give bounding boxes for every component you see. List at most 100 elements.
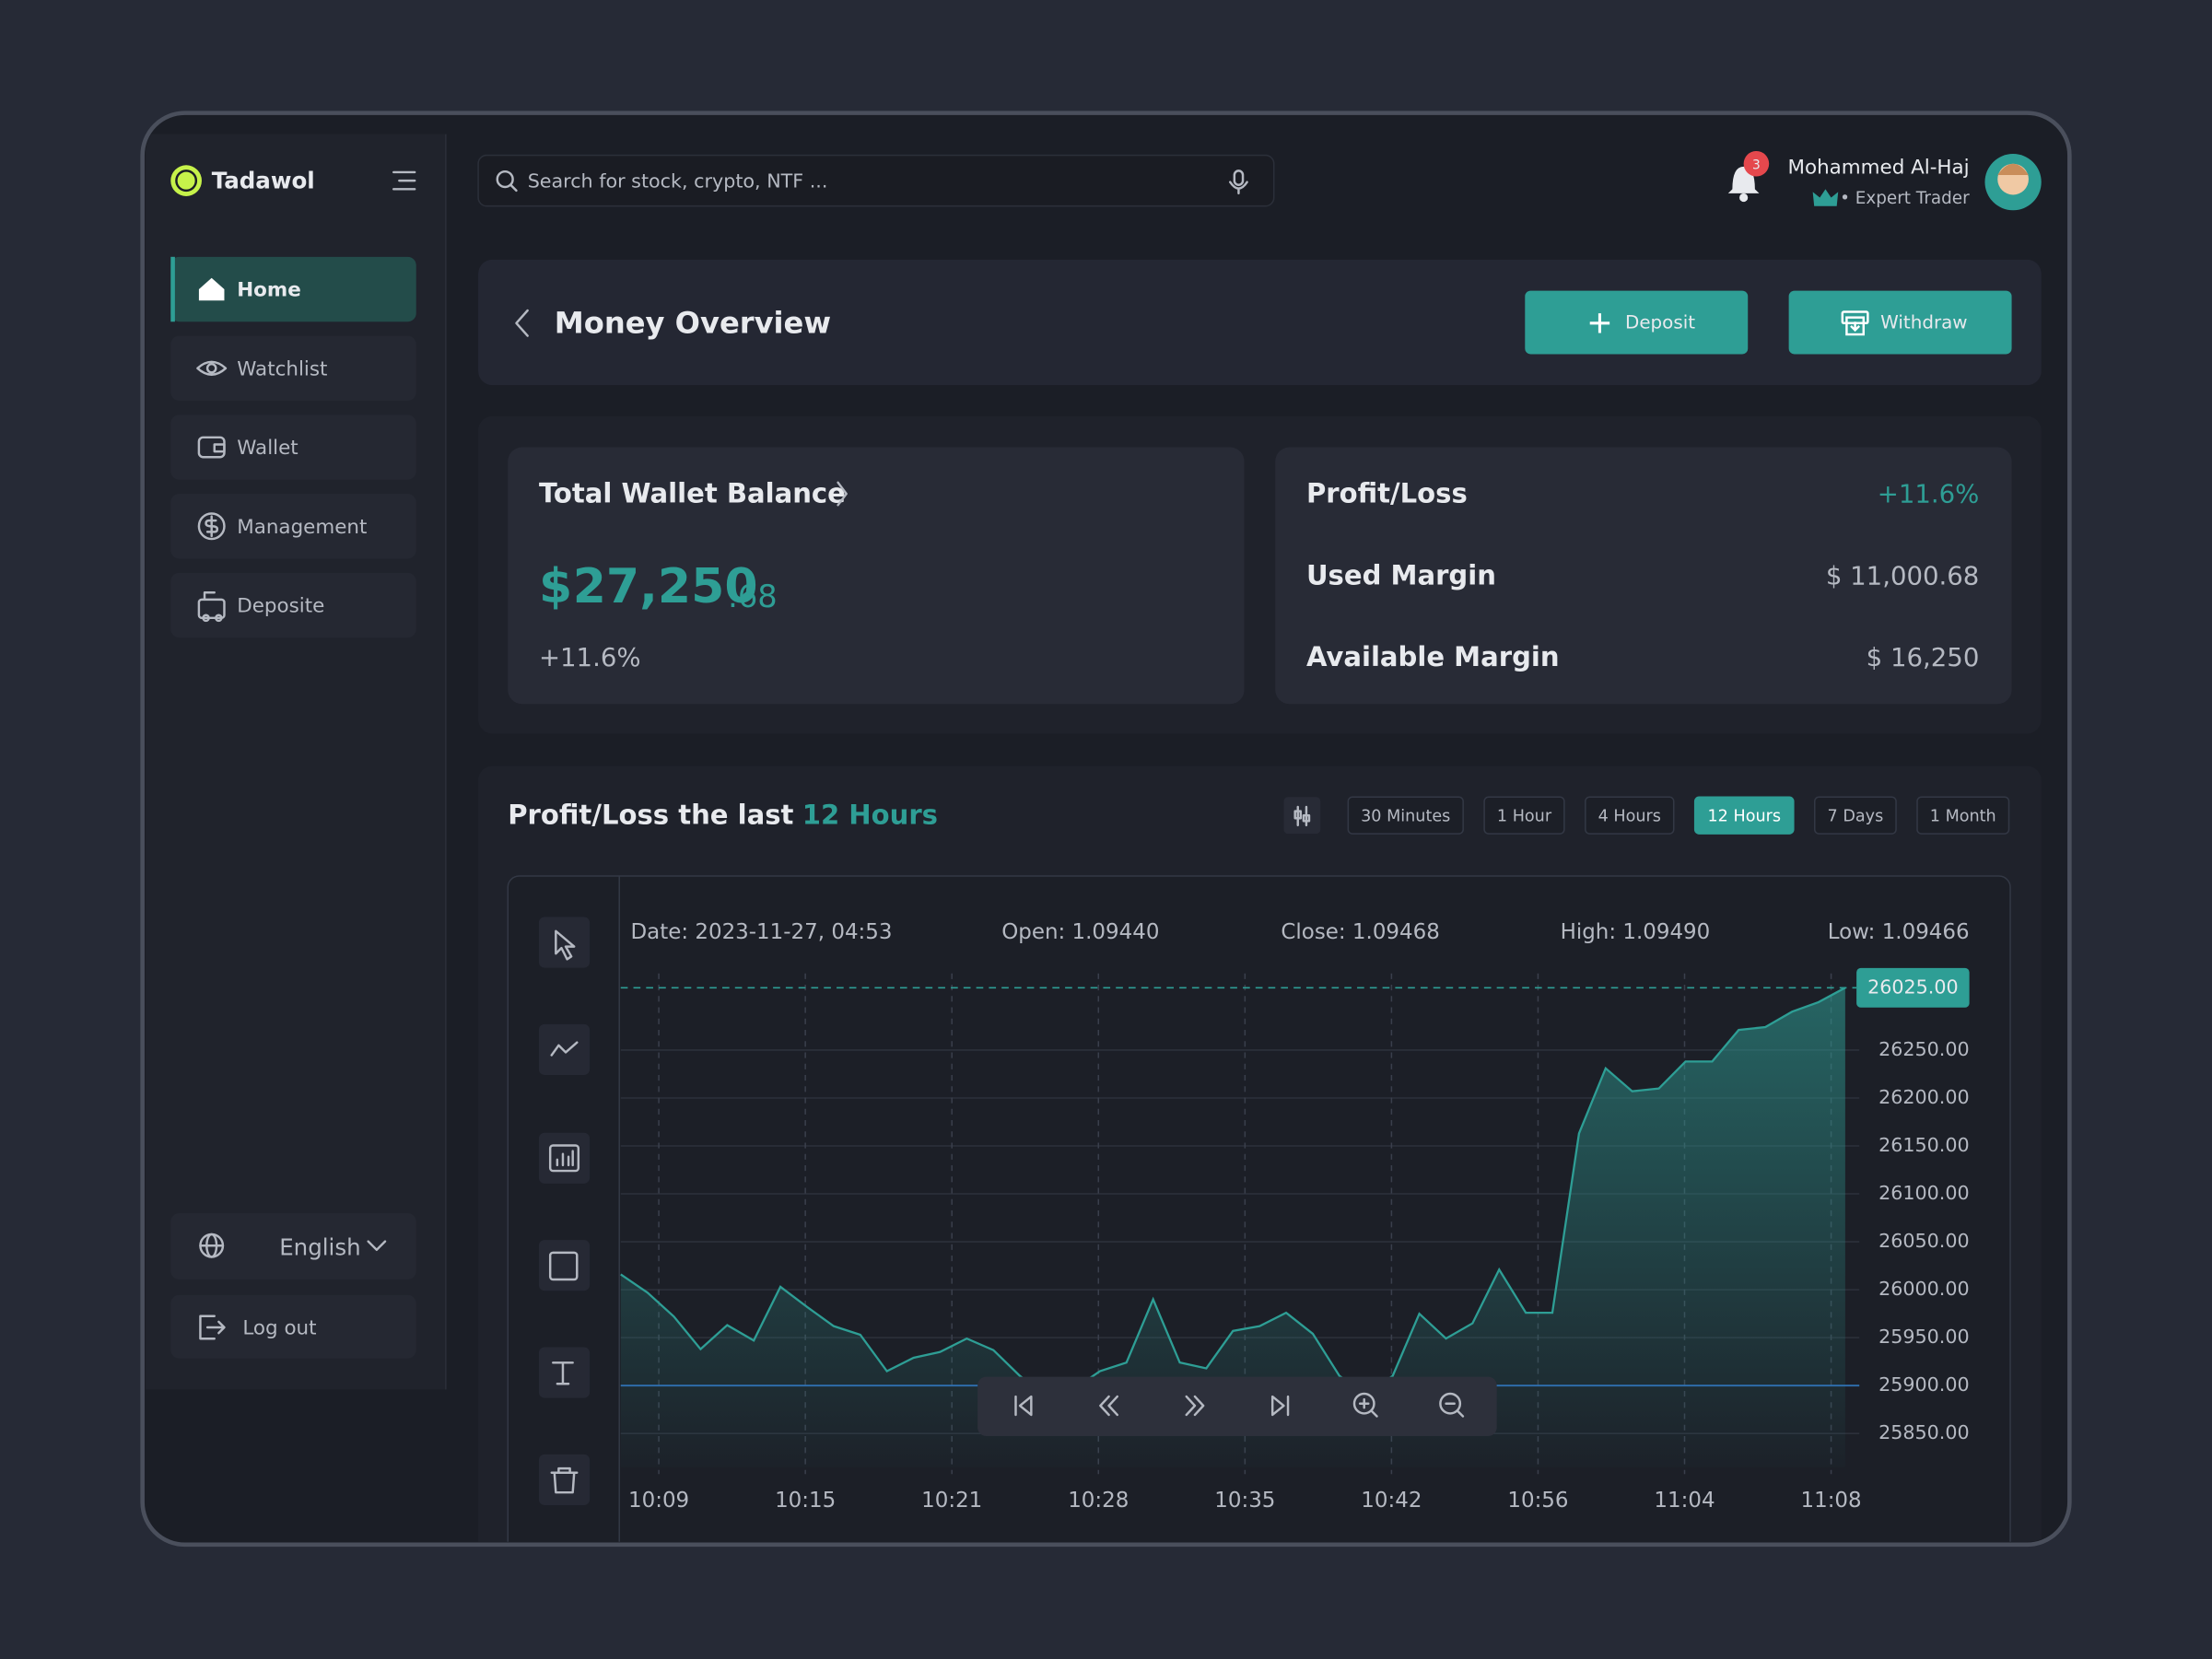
notification-badge [1743, 150, 1770, 177]
wallet-cents: .68 [728, 578, 778, 614]
wallet-title: Total Wallet Balance [539, 478, 846, 509]
ohlc-info: Low: 1.09466 [1828, 920, 1970, 944]
ohlc-info: Date: 2023-11-27, 04:53 [630, 920, 892, 944]
forward-button[interactable] [1185, 1395, 1205, 1417]
chart-settings[interactable] [1283, 797, 1321, 835]
first-button[interactable] [1014, 1395, 1033, 1417]
zoom-out-button[interactable] [1439, 1392, 1465, 1418]
search-box[interactable] [477, 154, 1275, 207]
range-button[interactable]: 1 Month [1916, 796, 2010, 835]
logout: Log out [242, 1317, 316, 1340]
nav-label: Deposite [237, 595, 324, 618]
nav-label: Management [237, 516, 367, 539]
range-button[interactable]: 12 Hours [1693, 796, 1795, 835]
tool-button[interactable] [538, 1132, 591, 1184]
language-select[interactable] [170, 1213, 416, 1279]
margin-label: Available Margin [1306, 641, 1560, 672]
last-button[interactable] [1270, 1395, 1290, 1417]
area [620, 987, 1845, 1467]
margin-label: Profit/Loss [1306, 478, 1468, 509]
range-button[interactable]: 30 Minutes [1347, 796, 1464, 835]
ohlc-info: Close: 1.09468 [1281, 920, 1439, 944]
tool-button[interactable] [538, 917, 591, 968]
deposit-label: Deposit [1625, 311, 1695, 333]
withdraw-button[interactable] [1788, 290, 2012, 355]
ohlc-info: High: 1.09490 [1561, 920, 1711, 944]
deposit-button[interactable] [1525, 290, 1749, 355]
app: Tadawol Home Watchlist Wallet Management… [145, 134, 2042, 1542]
eye-icon [196, 360, 228, 376]
search-placeholder: Search for stock, crypto, NTF ... [528, 170, 828, 193]
trash-icon [550, 1466, 579, 1494]
home-icon [198, 277, 225, 301]
range-label: 30 Minutes [1361, 808, 1450, 826]
y-tick-label: 25900.00 [1878, 1373, 1970, 1396]
rewind-button[interactable] [1099, 1395, 1118, 1417]
chevron-right[interactable] [837, 481, 848, 507]
range-label: 7 Days [1828, 808, 1884, 826]
withdraw-label: Withdraw [1880, 311, 1967, 333]
wallet-card [508, 447, 1245, 705]
current-label-bg [1856, 967, 1970, 1008]
range-button[interactable]: 1 Hour [1483, 796, 1565, 835]
user-role: • Expert Trader [1840, 189, 1970, 208]
deposit-icon [197, 591, 226, 623]
range-bg [1693, 796, 1795, 835]
x-tick-label: 11:04 [1654, 1489, 1715, 1513]
y-tick-label: 26250.00 [1878, 1038, 1970, 1060]
zoom-in-button[interactable] [1352, 1392, 1378, 1418]
y-tick-label: 26200.00 [1878, 1086, 1970, 1108]
tool-button[interactable] [538, 1240, 591, 1291]
range-bg [1347, 796, 1464, 835]
margin-card [1275, 447, 2012, 705]
logout-button[interactable] [170, 1294, 416, 1359]
nav-item[interactable] [170, 415, 416, 480]
range-label: 4 Hours [1598, 808, 1661, 826]
menu-icon[interactable] [392, 170, 416, 191]
line [620, 987, 1846, 1398]
nav-active-bar [170, 256, 175, 322]
tool-button[interactable] [538, 1454, 591, 1505]
y-tick-label: 26000.00 [1878, 1278, 1970, 1300]
range-selector: 1 Month 7 Days 12 Hours 4 Hours 1 Hour 30 Min… [1347, 796, 2010, 835]
x-tick-label: 11:08 [1800, 1489, 1861, 1513]
controls-bar [977, 1376, 1497, 1436]
nav-label: Watchlist [237, 357, 327, 380]
range-button[interactable]: 7 Days [1814, 796, 1897, 835]
current-label: 26025.00 [1867, 976, 1959, 998]
plus-icon [1589, 313, 1610, 333]
bell-clapper [1739, 193, 1749, 203]
wallet-change: +11.6% [539, 643, 641, 672]
nav-item[interactable] [170, 572, 416, 638]
margin-value: $ 16,250 [1867, 643, 1980, 672]
tool-button[interactable] [538, 1347, 591, 1398]
range-button[interactable]: 4 Hours [1585, 796, 1675, 835]
nav-item[interactable] [170, 335, 416, 401]
nav-label: Home [237, 279, 301, 302]
nav-label: Wallet [237, 437, 298, 460]
ohlc-info: Open: 1.09440 [1001, 920, 1159, 944]
back-icon[interactable] [515, 309, 529, 337]
range-label: 12 Hours [1707, 808, 1781, 826]
x-tick-label: 10:09 [628, 1489, 689, 1513]
page-title: Money Overview [555, 305, 831, 340]
wallet-icon [197, 436, 226, 459]
drawing-toolbar [538, 917, 591, 1505]
range-bg [1585, 796, 1675, 835]
range-label: 1 Hour [1497, 808, 1552, 826]
y-tick-label: 26150.00 [1878, 1134, 1970, 1156]
playback-controls [977, 1376, 1497, 1436]
mic-icon[interactable] [1229, 169, 1248, 195]
logo-ring [175, 169, 198, 193]
chart-title: Profit/Loss the last [508, 800, 793, 831]
range-bg [1483, 796, 1565, 835]
nav-item[interactable] [170, 494, 416, 559]
margin-label: Used Margin [1306, 559, 1496, 590]
user-name: Mohammed Al-Haj [1787, 156, 1969, 179]
sidebar [145, 134, 446, 1390]
nav-active[interactable] [170, 256, 416, 322]
x-tick-label: 10:35 [1214, 1489, 1275, 1513]
y-tick-label: 26050.00 [1878, 1230, 1970, 1252]
y-tick-label: 25950.00 [1878, 1326, 1970, 1348]
